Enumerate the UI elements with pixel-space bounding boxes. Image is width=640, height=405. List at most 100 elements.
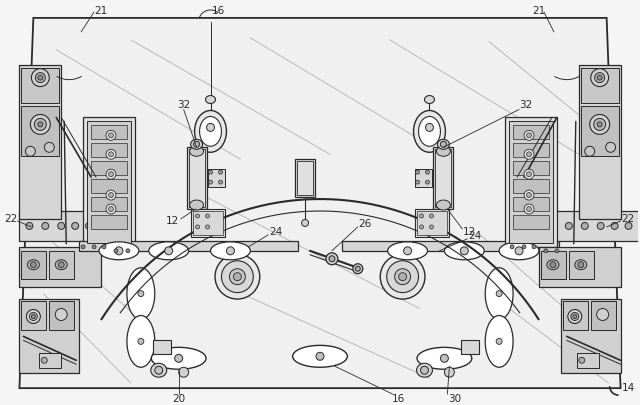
Ellipse shape xyxy=(429,214,433,218)
Ellipse shape xyxy=(58,262,64,268)
Ellipse shape xyxy=(211,242,250,260)
Bar xyxy=(342,241,559,251)
Ellipse shape xyxy=(138,291,144,296)
Ellipse shape xyxy=(44,142,54,152)
Ellipse shape xyxy=(573,315,577,318)
Bar xyxy=(513,179,549,193)
Bar xyxy=(563,301,588,330)
Bar xyxy=(19,298,79,373)
Ellipse shape xyxy=(399,273,406,281)
Ellipse shape xyxy=(218,170,223,174)
Ellipse shape xyxy=(195,111,227,152)
Bar xyxy=(91,143,127,157)
Ellipse shape xyxy=(209,170,212,174)
Ellipse shape xyxy=(420,225,424,229)
Ellipse shape xyxy=(424,96,435,104)
Ellipse shape xyxy=(395,269,411,285)
Ellipse shape xyxy=(138,339,144,344)
Bar xyxy=(19,65,61,219)
Ellipse shape xyxy=(571,313,579,320)
Ellipse shape xyxy=(191,139,202,149)
Ellipse shape xyxy=(353,264,363,274)
Ellipse shape xyxy=(215,254,260,299)
Text: 16: 16 xyxy=(392,394,405,404)
Bar xyxy=(79,241,298,251)
Ellipse shape xyxy=(438,139,449,149)
Ellipse shape xyxy=(151,363,167,377)
Bar xyxy=(433,147,453,209)
Ellipse shape xyxy=(92,245,96,249)
Bar xyxy=(21,68,60,102)
Ellipse shape xyxy=(515,247,523,255)
Ellipse shape xyxy=(35,72,45,83)
Ellipse shape xyxy=(419,117,440,146)
Ellipse shape xyxy=(605,142,616,152)
Ellipse shape xyxy=(106,169,116,179)
Ellipse shape xyxy=(316,352,324,360)
Ellipse shape xyxy=(292,345,348,367)
Ellipse shape xyxy=(115,247,123,255)
Ellipse shape xyxy=(127,268,155,320)
Bar xyxy=(91,126,127,139)
Ellipse shape xyxy=(440,141,446,147)
Ellipse shape xyxy=(527,172,531,177)
Bar xyxy=(509,122,553,243)
Bar xyxy=(91,161,127,175)
Bar xyxy=(579,65,621,219)
Ellipse shape xyxy=(221,261,253,292)
Ellipse shape xyxy=(30,262,36,268)
Ellipse shape xyxy=(109,172,113,177)
Bar xyxy=(295,159,315,197)
Ellipse shape xyxy=(524,130,534,140)
Ellipse shape xyxy=(527,133,531,138)
Bar xyxy=(207,169,225,187)
Ellipse shape xyxy=(31,315,35,318)
Bar xyxy=(21,251,46,279)
Polygon shape xyxy=(19,18,621,388)
Bar xyxy=(193,211,223,235)
Bar xyxy=(19,211,104,241)
Ellipse shape xyxy=(114,249,118,253)
Bar xyxy=(21,107,60,156)
Ellipse shape xyxy=(596,309,609,320)
Bar xyxy=(87,122,131,243)
Ellipse shape xyxy=(301,220,308,226)
Bar xyxy=(91,215,127,229)
Ellipse shape xyxy=(106,130,116,140)
Ellipse shape xyxy=(527,207,531,211)
Ellipse shape xyxy=(106,149,116,159)
Ellipse shape xyxy=(207,124,214,131)
Ellipse shape xyxy=(189,200,204,210)
Ellipse shape xyxy=(555,249,559,253)
Ellipse shape xyxy=(196,225,200,229)
Bar xyxy=(83,117,135,247)
Ellipse shape xyxy=(625,222,632,229)
Ellipse shape xyxy=(218,180,223,184)
Bar xyxy=(153,340,171,354)
Ellipse shape xyxy=(205,96,216,104)
Ellipse shape xyxy=(485,268,513,320)
Ellipse shape xyxy=(155,366,163,374)
Ellipse shape xyxy=(524,149,534,159)
Ellipse shape xyxy=(547,260,559,270)
Bar xyxy=(569,251,594,279)
Ellipse shape xyxy=(581,222,588,229)
Ellipse shape xyxy=(149,242,189,260)
Bar xyxy=(461,340,479,354)
Bar xyxy=(91,197,127,211)
Ellipse shape xyxy=(436,146,451,156)
Ellipse shape xyxy=(440,354,449,362)
Ellipse shape xyxy=(38,75,43,80)
Bar xyxy=(561,298,621,373)
Ellipse shape xyxy=(532,245,536,249)
Ellipse shape xyxy=(355,266,360,271)
Ellipse shape xyxy=(179,367,189,377)
Ellipse shape xyxy=(415,170,420,174)
Ellipse shape xyxy=(591,69,609,87)
Ellipse shape xyxy=(594,118,605,130)
Ellipse shape xyxy=(106,204,116,214)
Ellipse shape xyxy=(26,309,40,324)
Ellipse shape xyxy=(42,357,47,363)
Ellipse shape xyxy=(597,75,602,80)
Text: 32: 32 xyxy=(520,100,532,109)
